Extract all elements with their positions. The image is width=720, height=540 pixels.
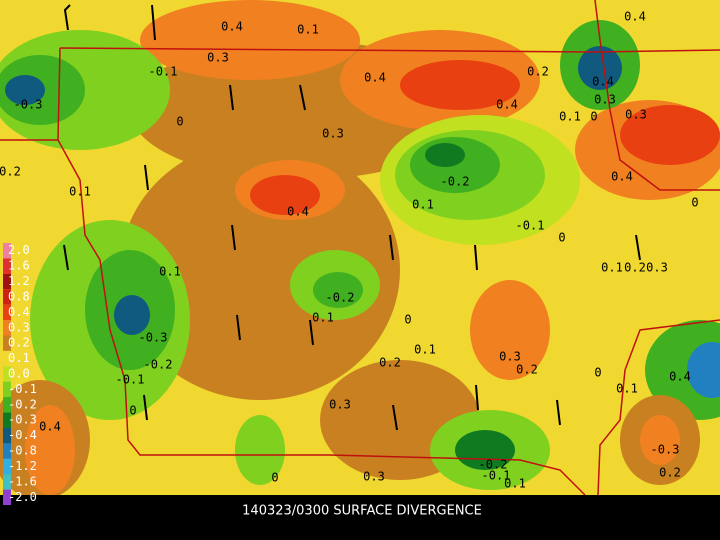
legend-label: -0.8 xyxy=(8,444,37,458)
contour-label: 0.1 xyxy=(414,343,436,357)
legend-label: 0.0 xyxy=(8,367,30,381)
contour-label: 0 xyxy=(271,471,278,485)
legend-swatch xyxy=(3,335,11,351)
legend-label: -0.4 xyxy=(8,428,37,442)
legend-swatch xyxy=(3,443,11,459)
contour-label: 0.1 xyxy=(69,185,91,199)
contour-label: 0 xyxy=(129,404,136,418)
contour-label: 0.3 xyxy=(646,261,668,275)
contour-label: 0 xyxy=(691,196,698,210)
contour-labels: 0.4 0.10.3-0.1-0.300.4 0.20.40.1 0 0.30.30.4… xyxy=(0,10,699,491)
legend-label: 0.1 xyxy=(8,351,30,365)
contour-label: 0.1 xyxy=(412,198,434,212)
state-borders xyxy=(0,0,720,496)
legend-swatch xyxy=(3,243,11,259)
contour-label: 0.1 xyxy=(559,110,581,124)
contour-label: -0.2 xyxy=(326,291,355,305)
contour-label: 0 xyxy=(594,366,601,380)
contour-label: 0.3 xyxy=(594,93,616,107)
contour-label: -0.3 xyxy=(139,331,168,345)
contour-label: 0.1 xyxy=(601,261,623,275)
contour-label: 0.3 xyxy=(625,108,647,122)
legend-label: -2.0 xyxy=(8,490,37,504)
legend-swatch xyxy=(3,273,11,290)
map-title: 140323/0300 SURFACE DIVERGENCE xyxy=(242,504,482,519)
contour-label: -0.2 xyxy=(441,175,470,189)
legend-swatch xyxy=(3,304,11,321)
contour-label: 0 xyxy=(558,231,565,245)
legend-label: 1.6 xyxy=(8,259,30,273)
legend-label: 1.2 xyxy=(8,274,30,288)
contour-label: -0.2 xyxy=(144,358,173,372)
contour-label: 0.4 xyxy=(592,75,614,89)
legend-swatch xyxy=(3,489,11,505)
contour-label: 0.4 xyxy=(496,98,518,112)
legend-label: -0.1 xyxy=(8,382,37,396)
legend-swatch xyxy=(3,474,11,490)
contour-label: 0.4 xyxy=(287,205,309,219)
contour-label: 0.4 xyxy=(624,10,646,24)
contour-label: 0.4 xyxy=(39,420,61,434)
contour-label: -0.1 xyxy=(516,219,545,233)
contour-label: 0 xyxy=(590,110,597,124)
contour-label: 0.1 xyxy=(616,382,638,396)
legend-label: 0.2 xyxy=(8,336,30,350)
contour-label: 0.3 xyxy=(363,470,385,484)
contour-label: 0.1 xyxy=(504,477,526,491)
contour-label: -0.3 xyxy=(651,443,680,457)
contour-label: 0.2 xyxy=(0,165,21,179)
contour-label: 0.4 xyxy=(364,71,386,85)
contour-label: -0.1 xyxy=(482,469,511,483)
legend-swatch xyxy=(3,320,11,336)
legend-swatch xyxy=(3,458,11,475)
legend-swatch xyxy=(3,289,11,305)
legend-swatch xyxy=(3,366,11,382)
contour-label: 0.1 xyxy=(312,311,334,325)
contour-label: 0.2 xyxy=(527,65,549,79)
legend-label: 0.8 xyxy=(8,289,30,303)
contour-label: 0.4 xyxy=(669,370,691,384)
contour-label: -0.1 xyxy=(149,65,178,79)
wind-barbs xyxy=(63,4,641,431)
contour-label: 0.4 xyxy=(611,170,633,184)
legend: 2.01.61.20.80.40.30.20.10.0-0.1-0.2-0.3-… xyxy=(3,243,37,505)
contour-label: 0.4 xyxy=(221,20,243,34)
contour-label: 0.2 xyxy=(516,363,538,377)
contour-label: -0.1 xyxy=(116,373,145,387)
contour-label: 0.3 xyxy=(207,51,229,65)
contour-label: 0.3 xyxy=(322,127,344,141)
legend-label: 0.3 xyxy=(8,320,30,334)
contour-label: 0.1 xyxy=(159,265,181,279)
legend-label: -1.6 xyxy=(8,474,37,488)
divergence-field xyxy=(0,0,720,500)
legend-swatch xyxy=(3,427,11,444)
contour-label: 0.2 xyxy=(659,466,681,480)
legend-label: -0.2 xyxy=(8,397,37,411)
legend-swatch xyxy=(3,381,11,398)
legend-swatch xyxy=(3,350,11,367)
contour-label: 0.2 xyxy=(379,356,401,370)
contour-label: 0.3 xyxy=(329,398,351,412)
legend-label: -0.3 xyxy=(8,413,37,427)
legend-label: 2.0 xyxy=(8,243,30,257)
contour-label: -0.2 xyxy=(479,458,508,472)
contour-label: 0.1 xyxy=(297,23,319,37)
legend-label: 0.4 xyxy=(8,305,30,319)
contour-label: -0.3 xyxy=(14,98,43,112)
legend-swatch xyxy=(3,258,11,274)
legend-label: -1.2 xyxy=(8,459,37,473)
legend-swatch xyxy=(3,412,11,428)
contour-label: 0.2 xyxy=(624,261,646,275)
contour-label: 0 xyxy=(404,313,411,327)
contour-label: 0.3 xyxy=(499,350,521,364)
legend-swatch xyxy=(3,397,11,413)
contour-label: 0 xyxy=(176,115,183,129)
